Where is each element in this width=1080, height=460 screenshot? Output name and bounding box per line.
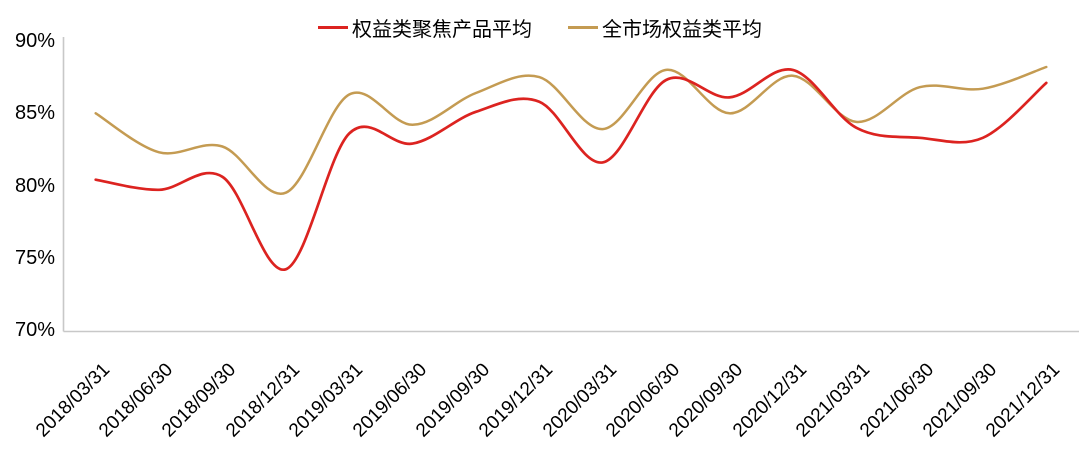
y-tick-label: 80%	[14, 174, 55, 197]
legend-item-equity-focused-products: 权益类聚焦产品平均	[318, 13, 532, 42]
legend-label-whole-market-equity: 全市场权益类平均	[602, 19, 762, 41]
legend-line-swatch-red	[318, 26, 348, 29]
legend-line-swatch-gold	[568, 26, 598, 29]
legend-item-whole-market-equity: 全市场权益类平均	[568, 13, 762, 42]
chart-legend: 权益类聚焦产品平均 全市场权益类平均	[0, 13, 1080, 42]
series-path-0	[94, 68, 1048, 271]
legend-label-equity-focused-products: 权益类聚焦产品平均	[352, 19, 532, 41]
y-tick-label: 75%	[14, 246, 55, 269]
y-tick-label: 70%	[14, 319, 55, 341]
y-tick-label: 90%	[14, 30, 55, 52]
y-tick-label: 85%	[14, 102, 55, 125]
series-path-1	[94, 65, 1048, 195]
